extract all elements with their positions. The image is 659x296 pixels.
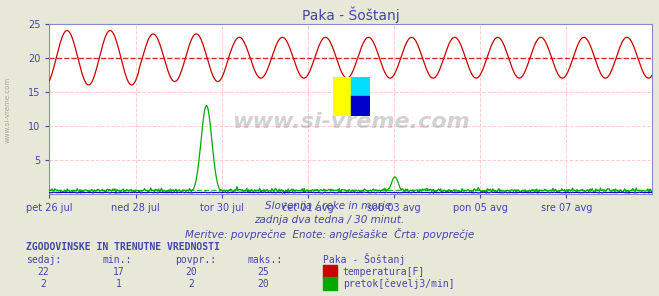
Text: povpr.:: povpr.: bbox=[175, 255, 215, 266]
Text: www.si-vreme.com: www.si-vreme.com bbox=[232, 112, 470, 132]
Text: 22: 22 bbox=[37, 267, 49, 277]
Text: Slovenija / reke in morje.: Slovenija / reke in morje. bbox=[265, 201, 394, 211]
Text: 20: 20 bbox=[185, 267, 197, 277]
Text: sedaj:: sedaj: bbox=[26, 255, 61, 266]
Text: 2: 2 bbox=[40, 279, 45, 289]
Title: Paka - Šoštanj: Paka - Šoštanj bbox=[302, 6, 400, 22]
Text: min.:: min.: bbox=[102, 255, 132, 266]
Text: 25: 25 bbox=[258, 267, 270, 277]
Text: Paka - Šoštanj: Paka - Šoštanj bbox=[323, 253, 405, 266]
Text: pretok[čevelj3/min]: pretok[čevelj3/min] bbox=[343, 279, 454, 289]
Text: 2: 2 bbox=[188, 279, 194, 289]
Text: 17: 17 bbox=[113, 267, 125, 277]
Text: 20: 20 bbox=[258, 279, 270, 289]
Text: maks.:: maks.: bbox=[247, 255, 282, 266]
Text: zadnja dva tedna / 30 minut.: zadnja dva tedna / 30 minut. bbox=[254, 215, 405, 226]
Text: 1: 1 bbox=[116, 279, 121, 289]
Text: Meritve: povprečne  Enote: anglešaške  Črta: povprečje: Meritve: povprečne Enote: anglešaške Črt… bbox=[185, 228, 474, 240]
Text: temperatura[F]: temperatura[F] bbox=[343, 267, 425, 277]
Text: ZGODOVINSKE IN TRENUTNE VREDNOSTI: ZGODOVINSKE IN TRENUTNE VREDNOSTI bbox=[26, 242, 220, 252]
Text: www.si-vreme.com: www.si-vreme.com bbox=[5, 76, 11, 143]
